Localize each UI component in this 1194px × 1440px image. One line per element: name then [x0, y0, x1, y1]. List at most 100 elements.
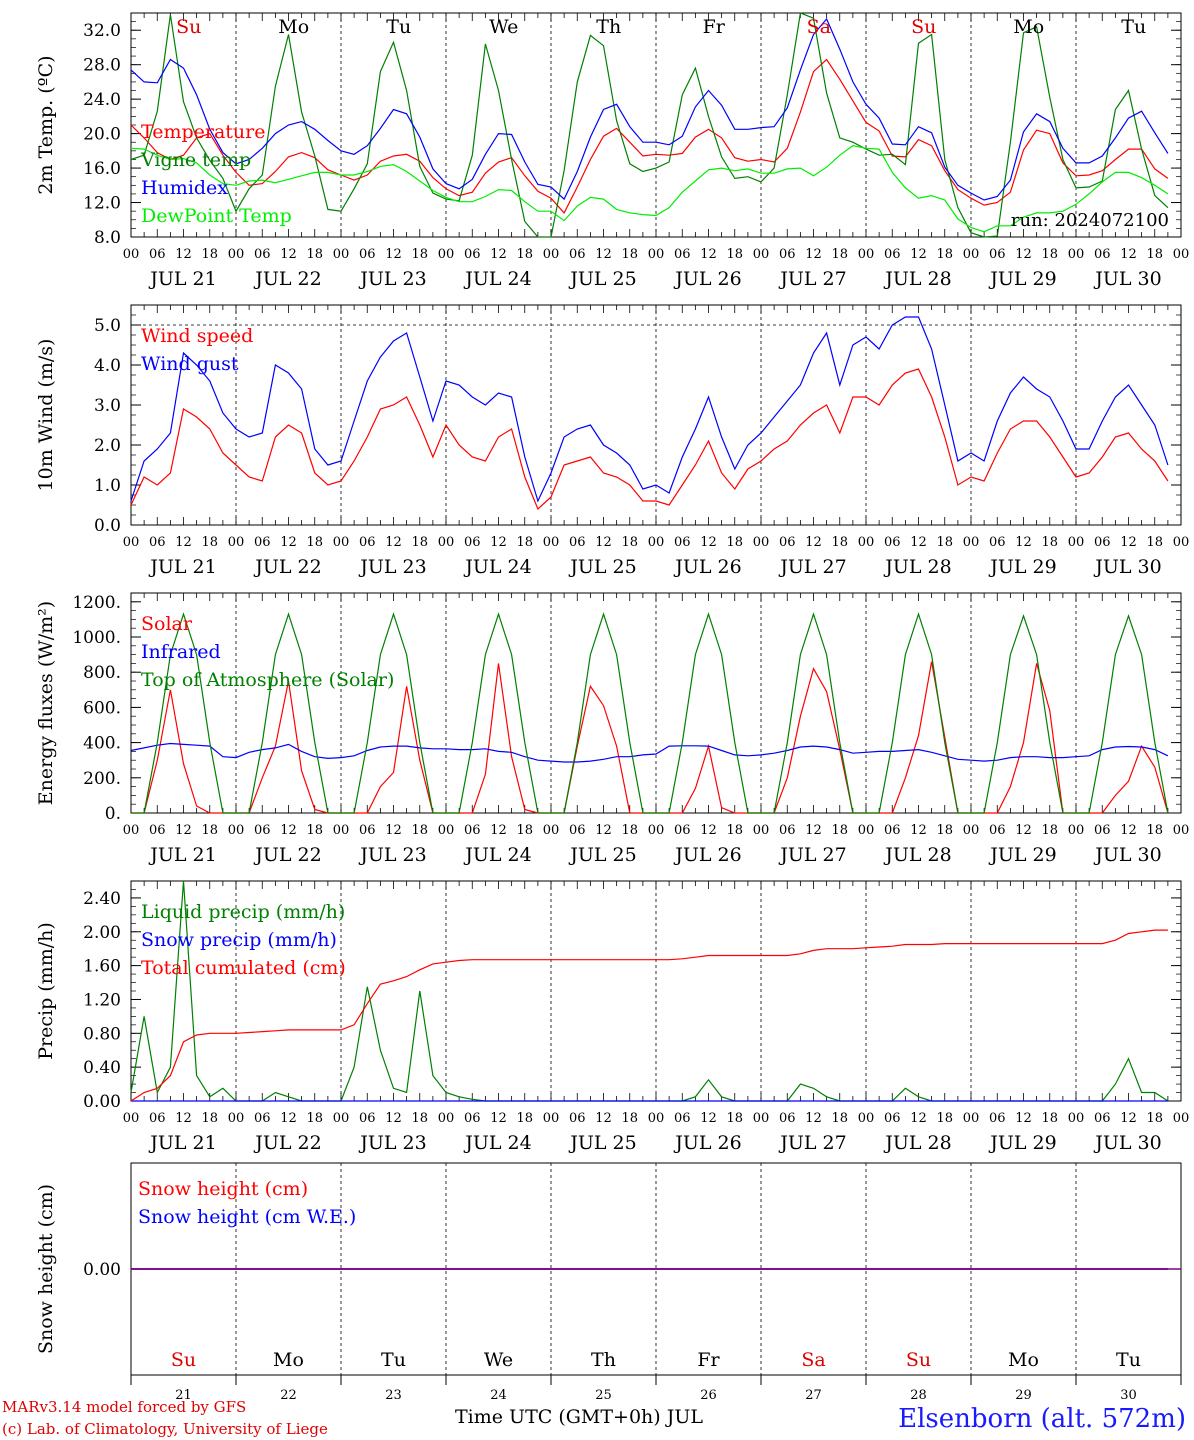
- y-axis-label: Precip (mm/h): [35, 922, 57, 1060]
- series-line-2: [130, 17, 1169, 201]
- weekday-label: Su: [911, 16, 936, 38]
- hour-tick-label: 18: [201, 535, 218, 550]
- y-tick-label: 0.80: [83, 1024, 121, 1044]
- hour-tick-label: 18: [201, 247, 218, 262]
- y-tick-label: 2.0: [94, 436, 121, 456]
- day-number-label: 22: [280, 1388, 297, 1403]
- hour-tick-label: 12: [1120, 1111, 1137, 1126]
- hour-tick-label: 06: [464, 823, 481, 838]
- hour-tick-label: 18: [831, 535, 848, 550]
- hour-tick-label: 06: [884, 247, 901, 262]
- hour-tick-label: 18: [306, 535, 323, 550]
- date-label: JUL 23: [358, 844, 426, 866]
- hour-tick-label: 18: [516, 823, 533, 838]
- hour-tick-label: 12: [385, 535, 402, 550]
- date-label: JUL 21: [148, 268, 216, 290]
- date-label: JUL 29: [988, 844, 1056, 866]
- y-tick-label: 12.0: [83, 194, 121, 214]
- date-label: JUL 28: [883, 268, 951, 290]
- hour-tick-label: 06: [674, 535, 691, 550]
- weekday-label: Th: [596, 16, 621, 38]
- legend-entry: Temperature: [141, 121, 265, 143]
- date-label: JUL 25: [568, 268, 636, 290]
- hour-tick-label: 18: [831, 823, 848, 838]
- weekday-label: Tu: [386, 16, 411, 38]
- hour-tick-label: 12: [595, 823, 612, 838]
- y-tick-label: 1.20: [83, 990, 121, 1010]
- series-line-0: [130, 368, 1169, 511]
- hour-tick-label: 12: [595, 1111, 612, 1126]
- y-tick-label: 800.: [83, 663, 121, 683]
- hour-tick-label: 18: [1146, 247, 1163, 262]
- hour-tick-label: 00: [1068, 823, 1085, 838]
- date-label: JUL 22: [253, 556, 321, 578]
- hour-tick-label: 18: [411, 535, 428, 550]
- y-axis-label: 2m Temp. (ºC): [35, 55, 57, 194]
- y-tick-label: 600.: [83, 698, 121, 718]
- hour-tick-label: 12: [280, 247, 297, 262]
- day-number-label: 30: [1120, 1388, 1137, 1403]
- hour-tick-label: 06: [569, 535, 586, 550]
- y-tick-label: 20.0: [83, 125, 121, 145]
- y-tick-label: 1000.: [72, 628, 121, 648]
- hour-tick-label: 00: [858, 535, 875, 550]
- date-label: JUL 25: [568, 556, 636, 578]
- hour-tick-label: 06: [569, 247, 586, 262]
- date-label: JUL 27: [778, 1132, 846, 1154]
- legend-entry: Vigne temp: [140, 149, 251, 171]
- hour-tick-label: 12: [1120, 247, 1137, 262]
- hour-tick-label: 06: [359, 1111, 376, 1126]
- hour-tick-label: 18: [1041, 1111, 1058, 1126]
- date-label: JUL 21: [148, 844, 216, 866]
- hour-tick-label: 12: [805, 823, 822, 838]
- date-label: JUL 28: [883, 556, 951, 578]
- hour-tick-label: 12: [1120, 823, 1137, 838]
- hour-tick-label: 00: [753, 247, 770, 262]
- hour-tick-label: 06: [989, 535, 1006, 550]
- hour-tick-label: 12: [490, 535, 507, 550]
- weekday-label: Mo: [278, 16, 309, 38]
- hour-tick-label: 00: [228, 1111, 245, 1126]
- date-label: JUL 30: [1093, 268, 1161, 290]
- date-label: JUL 24: [463, 556, 531, 578]
- y-tick-label: 3.0: [94, 396, 121, 416]
- hour-tick-label: 12: [910, 1111, 927, 1126]
- hour-tick-label: 12: [1015, 823, 1032, 838]
- hour-tick-label: 06: [884, 535, 901, 550]
- weekday-label: Mo: [273, 1349, 304, 1371]
- date-label: JUL 24: [463, 844, 531, 866]
- time-axis-label: Time UTC (GMT+0h) JUL: [455, 1406, 703, 1428]
- hour-tick-label: 06: [149, 247, 166, 262]
- date-label: JUL 21: [148, 1132, 216, 1154]
- legend-entry: Total cumulated (cm): [141, 957, 346, 979]
- weekday-label: We: [489, 16, 518, 38]
- hour-tick-label: 12: [595, 247, 612, 262]
- legend-entry: Snow height (cm W.E.): [138, 1206, 356, 1228]
- hour-tick-label: 18: [306, 1111, 323, 1126]
- date-label: JUL 26: [673, 1132, 741, 1154]
- date-label: JUL 23: [358, 1132, 426, 1154]
- day-number-label: 25: [595, 1388, 612, 1403]
- weekday-label: Sa: [807, 16, 831, 38]
- series-line-1: [130, 12, 1169, 238]
- date-label: JUL 30: [1093, 556, 1161, 578]
- hour-tick-label: 00: [543, 535, 560, 550]
- hour-tick-label: 18: [726, 247, 743, 262]
- hour-tick-label: 12: [910, 247, 927, 262]
- date-label: JUL 30: [1093, 844, 1161, 866]
- hour-tick-label: 00: [1173, 823, 1190, 838]
- hour-tick-label: 12: [1015, 1111, 1032, 1126]
- hour-tick-label: 12: [280, 1111, 297, 1126]
- weekday-label: Tu: [381, 1349, 406, 1371]
- hour-tick-label: 06: [674, 247, 691, 262]
- date-label: JUL 27: [778, 268, 846, 290]
- hour-tick-label: 12: [700, 247, 717, 262]
- hour-tick-label: 00: [438, 823, 455, 838]
- hour-tick-label: 06: [779, 1111, 796, 1126]
- legend-entry: Top of Atmosphere (Solar): [141, 669, 394, 691]
- y-axis-label: Energy fluxes (W/m²): [35, 601, 57, 805]
- legend-entry: Snow precip (mm/h): [141, 929, 337, 951]
- hour-tick-label: 06: [884, 1111, 901, 1126]
- hour-tick-label: 00: [228, 535, 245, 550]
